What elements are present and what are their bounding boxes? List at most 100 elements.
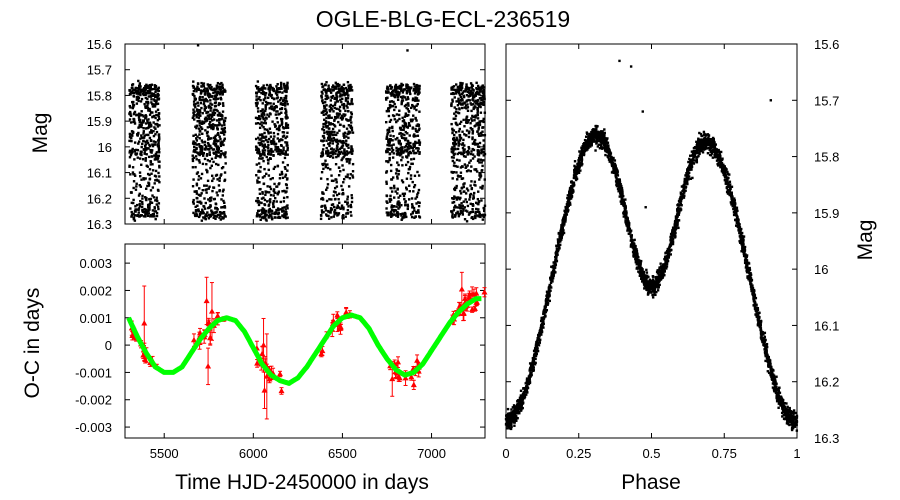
lightcurve-point: [261, 108, 264, 111]
lightcurve-point: [195, 213, 198, 216]
lightcurve-point: [270, 149, 273, 152]
lightcurve-point: [201, 162, 205, 166]
lightcurve-point: [262, 125, 265, 129]
lightcurve-point: [404, 113, 408, 117]
lightcurve-point: [404, 163, 408, 167]
lightcurve-point: [215, 140, 218, 143]
lightcurve-point: [467, 135, 471, 139]
lightcurve-point: [475, 86, 478, 90]
lightcurve-point: [459, 136, 463, 140]
lightcurve-point: [135, 152, 139, 155]
lightcurve-point: [324, 113, 328, 116]
lightcurve-point: [206, 211, 209, 214]
lightcurve-point: [149, 160, 152, 163]
lightcurve-point: [272, 137, 275, 141]
lightcurve-point: [218, 121, 221, 124]
lightcurve-point: [339, 116, 342, 120]
lightcurve-point: [285, 211, 288, 214]
lightcurve-point: [216, 81, 220, 85]
lightcurve-point: [386, 160, 389, 163]
lightcurve-point: [402, 137, 406, 140]
lightcurve-point: [338, 91, 341, 94]
lightcurve-point: [344, 99, 348, 102]
lightcurve-point: [478, 123, 482, 127]
lightcurve-point: [264, 96, 267, 100]
lightcurve-point: [401, 181, 405, 184]
lightcurve-point: [197, 209, 200, 213]
lightcurve-point: [465, 86, 468, 89]
lightcurve-point: [221, 86, 225, 90]
lightcurve-point: [157, 144, 160, 147]
lightcurve-point: [271, 176, 274, 180]
lightcurve-point: [157, 137, 161, 141]
lightcurve-point: [218, 123, 222, 126]
lightcurve-point: [261, 90, 265, 94]
lightcurve-point: [146, 172, 150, 176]
lightcurve-point: [321, 99, 324, 102]
lightcurve-point: [268, 199, 271, 202]
lightcurve-point: [138, 157, 142, 160]
lightcurve-point: [206, 138, 210, 141]
lightcurve-point: [347, 143, 350, 147]
lightcurve-point: [389, 139, 392, 142]
lightcurve-point: [478, 141, 482, 145]
lightcurve-point: [334, 211, 338, 215]
lightcurve-point: [385, 211, 389, 214]
phase-point: [615, 182, 619, 185]
lightcurve-point: [392, 152, 395, 155]
lightcurve-point: [459, 175, 462, 178]
lightcurve-point: [407, 198, 411, 201]
lightcurve-point: [205, 168, 208, 172]
phase-point: [742, 235, 746, 238]
lightcurve-point: [393, 102, 396, 106]
lightcurve-point: [271, 88, 275, 91]
o-c-y-tick-label: -0.002: [75, 393, 112, 408]
lightcurve-point: [453, 144, 456, 148]
lightcurve-point: [452, 139, 456, 142]
lightcurve-point: [201, 121, 205, 125]
lightcurve-point: [461, 204, 464, 208]
lightcurve-point: [194, 105, 197, 109]
lightcurve-point: [284, 90, 287, 93]
lightcurve-point: [391, 156, 395, 159]
lightcurve-point: [476, 159, 480, 163]
lightcurve-point: [402, 128, 405, 132]
lightcurve-point: [128, 104, 132, 108]
lightcurve-point: [471, 203, 474, 206]
lightcurve-point: [286, 87, 289, 90]
lightcurve-point: [137, 92, 141, 95]
lightcurve-point: [152, 93, 156, 96]
lightcurve-point: [148, 136, 152, 140]
lightcurve-point: [452, 200, 456, 204]
lightcurve-point: [334, 191, 337, 194]
lightcurve-point: [457, 141, 460, 145]
lightcurve-point: [149, 111, 153, 114]
o-c-x-tick-label: 6000: [239, 446, 268, 461]
lightcurve-point: [200, 192, 203, 195]
lightcurve-point: [137, 194, 141, 197]
lightcurve-point: [146, 106, 150, 110]
lightcurve-point: [390, 94, 393, 97]
lightcurve-point: [281, 117, 284, 121]
lightcurve-point: [408, 165, 412, 169]
lightcurve-point: [406, 114, 409, 117]
lightcurve-point: [133, 214, 137, 217]
lightcurve-point: [223, 205, 226, 209]
lightcurve-point: [207, 217, 211, 220]
lightcurve-point: [284, 109, 288, 112]
lightcurve-point: [283, 96, 286, 100]
lightcurve-point: [409, 119, 413, 123]
lightcurve-point: [143, 152, 146, 155]
lightcurve-point: [482, 92, 486, 96]
lightcurve-point: [269, 200, 272, 204]
lightcurve-point: [144, 157, 148, 160]
lightcurve-point: [342, 214, 345, 217]
lightcurve-point: [337, 114, 340, 117]
lightcurve-point: [340, 118, 344, 121]
lightcurve-point: [144, 84, 147, 88]
lightcurve-point: [133, 219, 137, 222]
lightcurve-point: [335, 185, 339, 188]
lightcurve-point: [415, 97, 419, 100]
lightcurve-point: [220, 81, 223, 85]
lightcurve-point: [323, 136, 326, 140]
